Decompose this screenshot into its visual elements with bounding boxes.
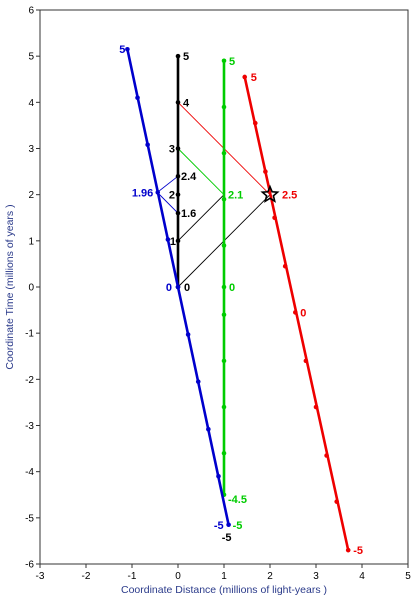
point-label: 1.6 (181, 208, 196, 220)
worldline-point (175, 210, 181, 216)
x-tick-label: 3 (313, 571, 319, 582)
worldline-point (221, 284, 227, 290)
x-tick-label: -1 (128, 571, 137, 582)
worldline-point (175, 192, 181, 197)
worldline-point (313, 404, 319, 410)
worldline-point (135, 95, 140, 101)
point-label: 2.1 (228, 190, 243, 202)
event-marker (260, 184, 280, 203)
y-tick-label: -6 (25, 560, 34, 571)
event-star (260, 184, 280, 203)
x-tick-label: 2 (267, 571, 273, 582)
point-label: 5 (119, 44, 125, 56)
point-label: 2 (169, 190, 175, 202)
worldline-point (175, 284, 181, 290)
y-axis-title: Coordinate Time (millions of years ) (4, 204, 16, 369)
point-label: 0 (229, 282, 235, 294)
point-label: 3 (169, 144, 175, 156)
point-label: 0 (166, 282, 172, 294)
worldline-point (221, 312, 227, 318)
point-label: 2.5 (282, 190, 297, 202)
x-tick-label: 0 (175, 571, 181, 582)
light-ray (177, 148, 225, 195)
y-tick-label: -5 (25, 513, 34, 524)
worldlines (125, 46, 351, 553)
worldline-point (206, 426, 211, 432)
y-tick-label: 3 (28, 144, 34, 155)
worldline-point (221, 243, 227, 248)
worldline-point (272, 215, 277, 221)
y-tick-label: 6 (28, 6, 34, 17)
worldline-point (293, 310, 298, 315)
y-tick-label: 0 (28, 283, 34, 294)
point-label: -4.5 (228, 494, 247, 506)
worldline-point (221, 450, 227, 456)
y-tick-label: 1 (28, 236, 34, 247)
worldline-point (282, 263, 288, 269)
point-label: 1 (170, 236, 176, 248)
point-label: -5 (353, 545, 363, 557)
worldline-point (165, 237, 171, 242)
x-tick-label: 5 (405, 571, 411, 582)
axes: -3 -2 -1 0 1 2 3 4 5 -6 -5 -4 -3 -2 -1 0 1 2 3 4 5 6 (25, 6, 411, 583)
worldline-point (252, 120, 258, 126)
point-label: 1.96 (132, 187, 153, 199)
point-label: 5 (183, 51, 189, 63)
worldline-point (185, 332, 191, 337)
worldline-point (221, 196, 227, 202)
worldline-point (263, 169, 268, 174)
worldline-point (334, 499, 340, 504)
point-label: -5 (214, 520, 224, 532)
worldline-point (345, 547, 351, 553)
x-tick-label: 4 (359, 571, 365, 582)
y-tick-label: -1 (25, 329, 34, 340)
worldline-point (125, 46, 130, 52)
worldline-point (324, 453, 329, 458)
light-ray (177, 194, 225, 242)
worldline-point (303, 358, 309, 364)
worldline-point (175, 146, 181, 151)
point-label: 5 (229, 56, 235, 68)
x-tick-label: 1 (221, 571, 227, 582)
worldline-point (221, 150, 227, 156)
y-tick-label: -4 (25, 467, 34, 478)
worldline-point (175, 173, 181, 179)
x-tick-label: -3 (36, 571, 45, 582)
worldline-point (195, 379, 201, 384)
worldline-point (242, 74, 247, 80)
worldline-point (175, 100, 181, 105)
worldline-point (221, 404, 227, 410)
y-tick-label: -2 (25, 375, 34, 386)
worldline-point (221, 58, 227, 64)
worldline-point (145, 142, 150, 148)
point-label: -5 (222, 532, 232, 544)
worldline-point (221, 104, 227, 110)
point-label: 0 (184, 282, 190, 294)
point-label: 2.4 (181, 171, 197, 183)
point-label: 5 (251, 72, 257, 84)
worldline-point (175, 238, 181, 244)
y-tick-label: -3 (25, 421, 34, 432)
worldline-point (226, 522, 231, 528)
x-tick-label: -2 (82, 571, 91, 582)
worldline-point (175, 53, 181, 59)
y-tick-label: 4 (28, 98, 34, 109)
worldline-point (221, 358, 227, 364)
point-label: 0 (300, 307, 306, 319)
x-axis-title: Coordinate Distance (millions of light-y… (121, 584, 327, 596)
y-tick-label: 5 (28, 52, 34, 63)
y-tick-label: 2 (28, 190, 34, 201)
worldline-point (216, 473, 221, 479)
worldline-point (155, 190, 161, 195)
point-label: -5 (233, 520, 243, 532)
point-label: 4 (183, 97, 190, 109)
